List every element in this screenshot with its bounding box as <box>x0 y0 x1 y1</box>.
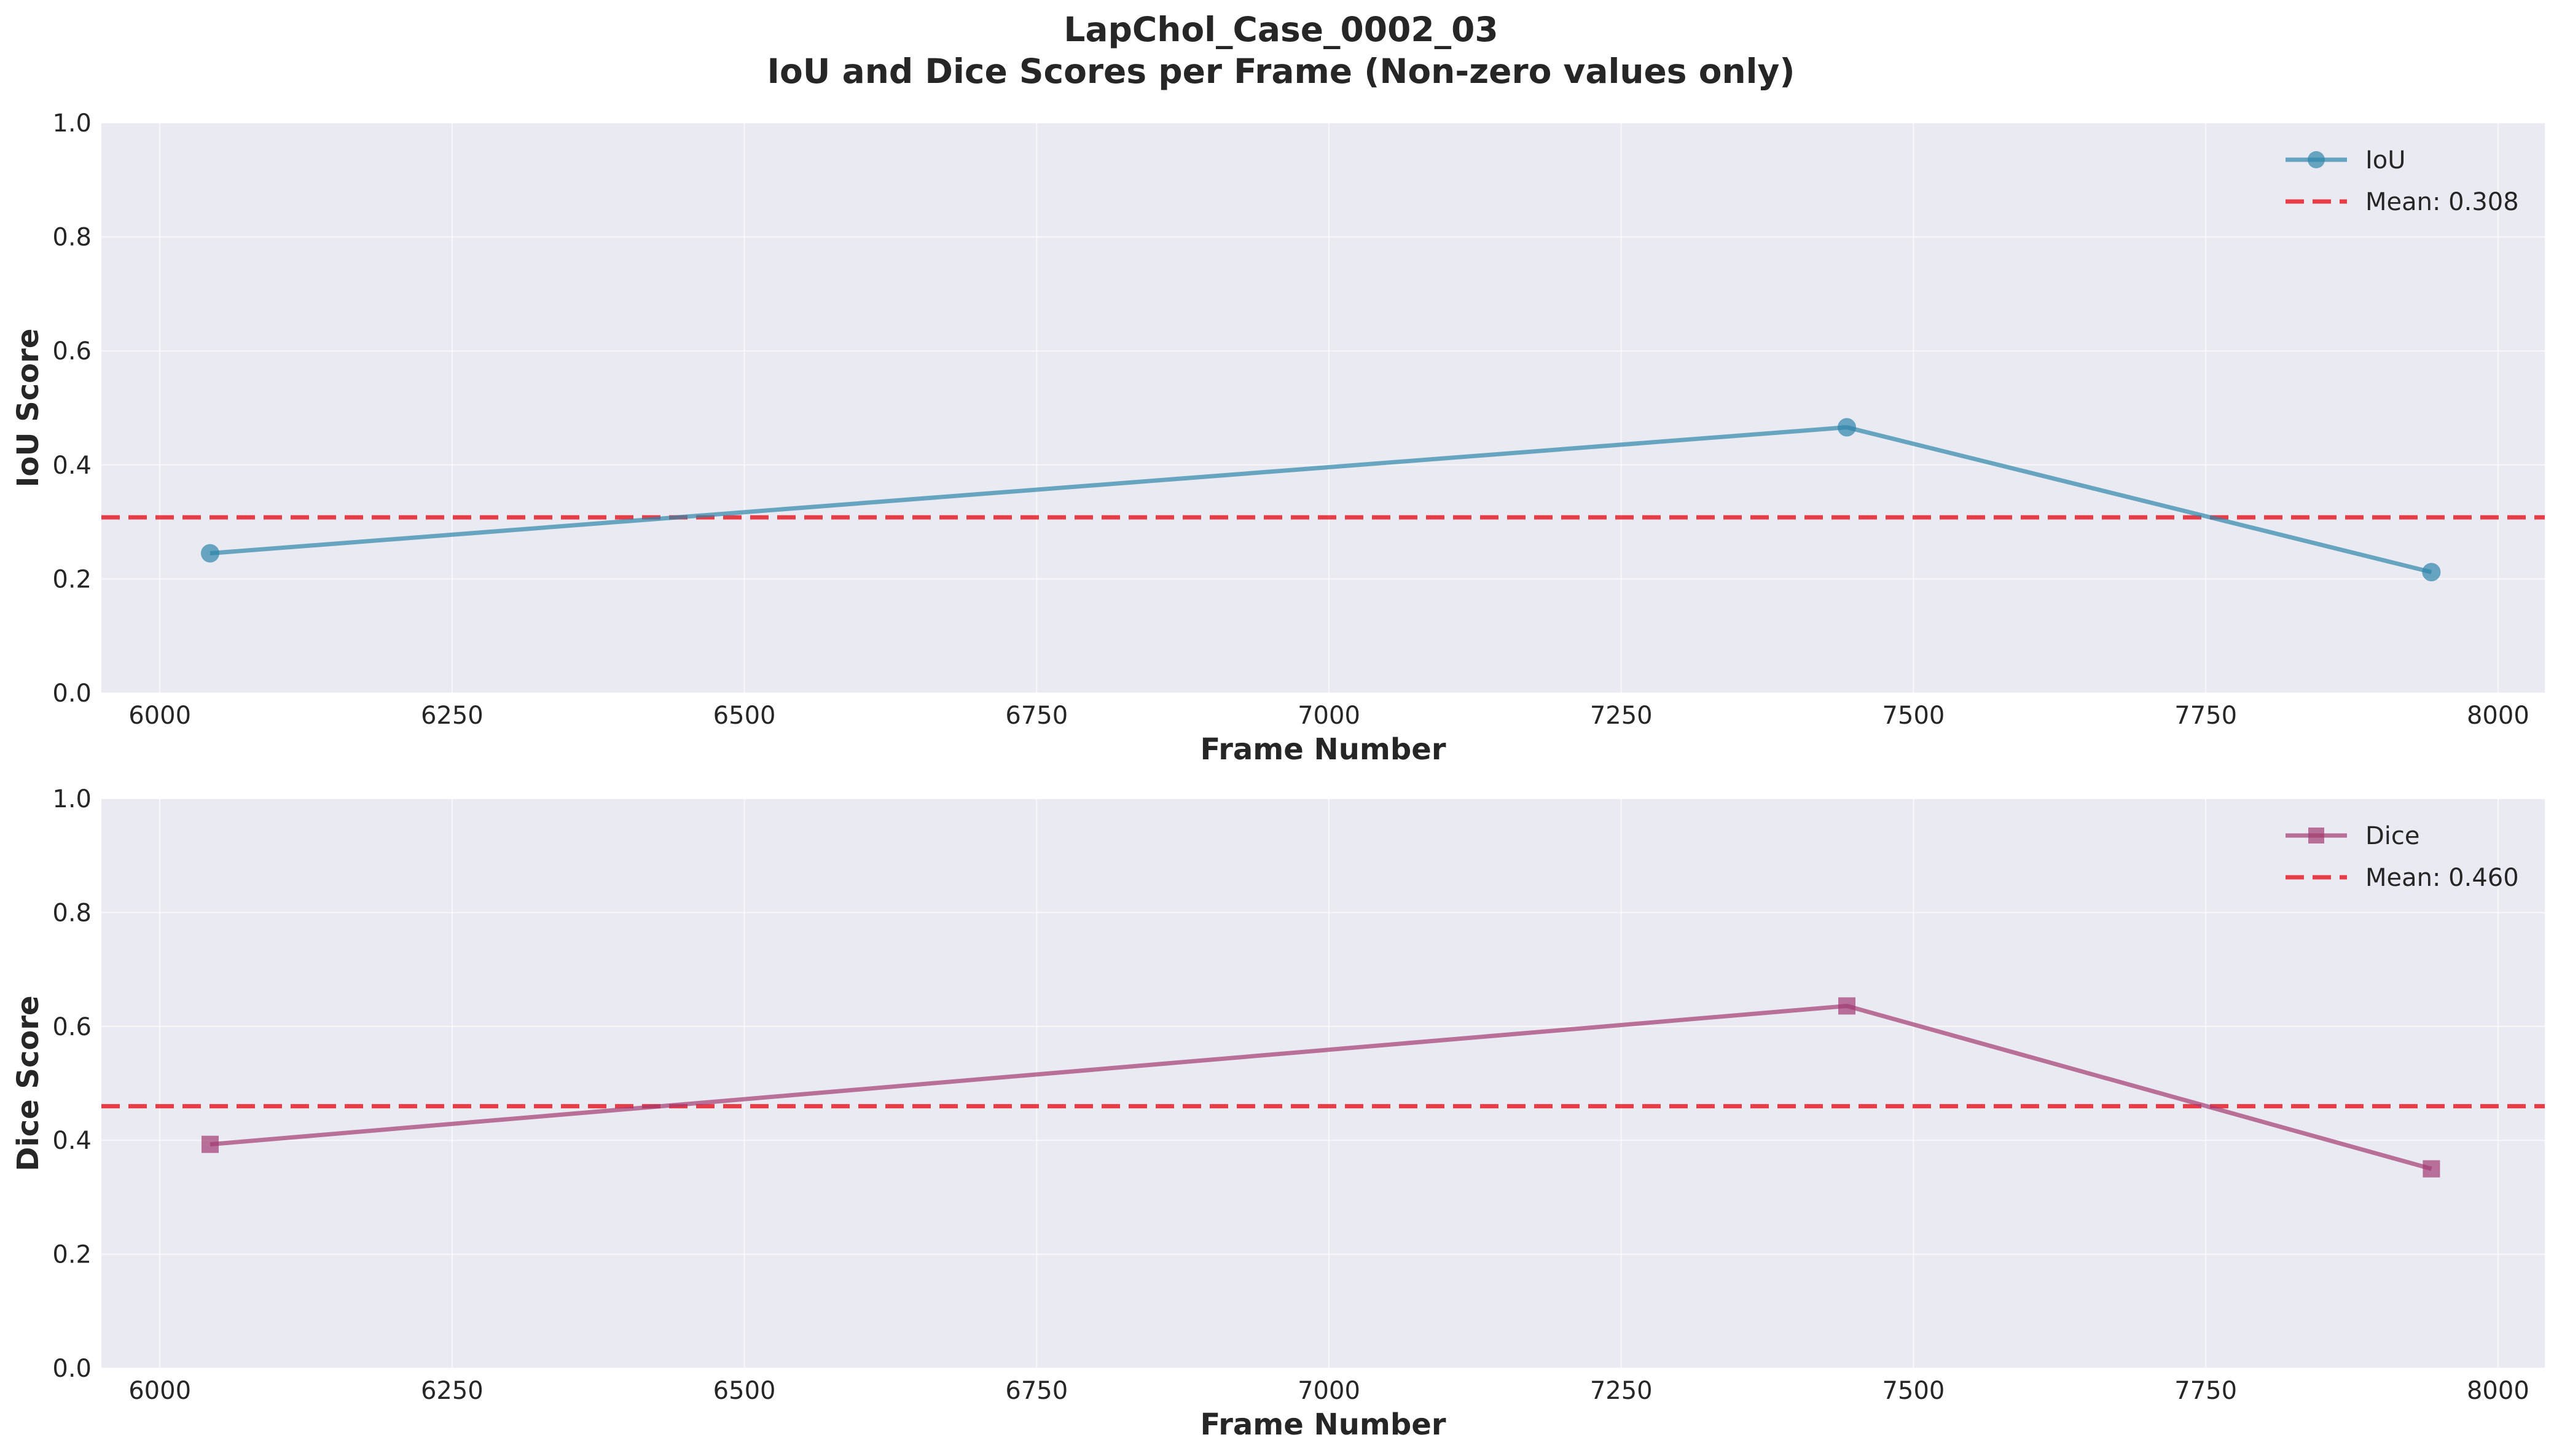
legend-iou: IoU Mean: 0.308 <box>2286 146 2519 216</box>
chart-subtitle: IoU and Dice Scores per Frame (Non-zero … <box>767 52 1795 91</box>
x-tick-label: 7500 <box>1882 1377 1945 1405</box>
x-tick-label: 8000 <box>2467 1377 2529 1405</box>
x-tick-label: 7750 <box>2174 702 2237 730</box>
y-tick-label: 0.8 <box>52 224 92 252</box>
x-axis-label: Frame Number <box>1200 1407 1446 1442</box>
y-tick-label: 0.4 <box>52 1127 92 1155</box>
x-tick-label: 7250 <box>1590 702 1653 730</box>
y-tick-label: 0.6 <box>52 1013 92 1041</box>
y-tick-label: 0.8 <box>52 899 92 927</box>
x-tick-label: 7750 <box>2174 1377 2237 1405</box>
y-tick-label: 0.2 <box>52 1241 92 1269</box>
plot-panel-iou: 6000 6250 6500 6750 7000 7250 7500 7750 8000 0.0 0… <box>11 109 2545 767</box>
x-tick-label: 7500 <box>1882 702 1945 730</box>
legend-series-label: Dice <box>2365 822 2420 850</box>
x-tick-label: 7000 <box>1298 702 1360 730</box>
plot-background <box>101 799 2545 1368</box>
x-tick-label: 6500 <box>713 702 776 730</box>
x-tick-label: 6000 <box>128 1377 191 1405</box>
x-tick-label: 6750 <box>1005 1377 1068 1405</box>
y-axis-label: Dice Score <box>11 995 45 1171</box>
x-tick-label: 6500 <box>713 1377 776 1405</box>
x-tick-label: 8000 <box>2467 702 2529 730</box>
dice-data-point <box>2423 1160 2440 1178</box>
y-tick-label: 0.2 <box>52 565 92 593</box>
plot-background <box>101 123 2545 693</box>
legend-series-label: IoU <box>2365 146 2406 174</box>
iou-data-point <box>1837 418 1856 437</box>
dice-data-point <box>201 1135 219 1153</box>
legend-mean-label: Mean: 0.460 <box>2365 864 2519 892</box>
y-tick-label: 1.0 <box>52 109 92 138</box>
iou-data-point <box>200 544 219 563</box>
x-tick-label: 7250 <box>1590 1377 1653 1405</box>
y-tick-label: 0.6 <box>52 337 92 366</box>
x-tick-label: 6250 <box>421 702 484 730</box>
y-tick-label: 0.4 <box>52 452 92 480</box>
legend-series-marker <box>2308 151 2325 168</box>
x-tick-label: 6750 <box>1005 702 1068 730</box>
y-axis-label: IoU Score <box>11 329 45 488</box>
iou-data-point <box>2422 563 2441 582</box>
chart-title: LapChol_Case_0002_03 <box>1064 10 1498 49</box>
x-tick-label: 7000 <box>1298 1377 1360 1405</box>
legend-series-marker <box>2308 828 2324 843</box>
y-tick-label: 0.0 <box>52 679 92 708</box>
x-tick-label: 6250 <box>421 1377 484 1405</box>
legend-dice: Dice Mean: 0.460 <box>2286 822 2519 892</box>
x-axis-label: Frame Number <box>1200 732 1446 767</box>
plot-panel-dice: 6000 6250 6500 6750 7000 7250 7500 7750 8000 0.0 0… <box>11 785 2545 1442</box>
y-tick-label: 0.0 <box>52 1355 92 1383</box>
x-tick-label: 6000 <box>128 702 191 730</box>
legend-mean-label: Mean: 0.308 <box>2365 188 2519 216</box>
dice-data-point <box>1838 997 1855 1015</box>
y-tick-label: 1.0 <box>52 785 92 813</box>
